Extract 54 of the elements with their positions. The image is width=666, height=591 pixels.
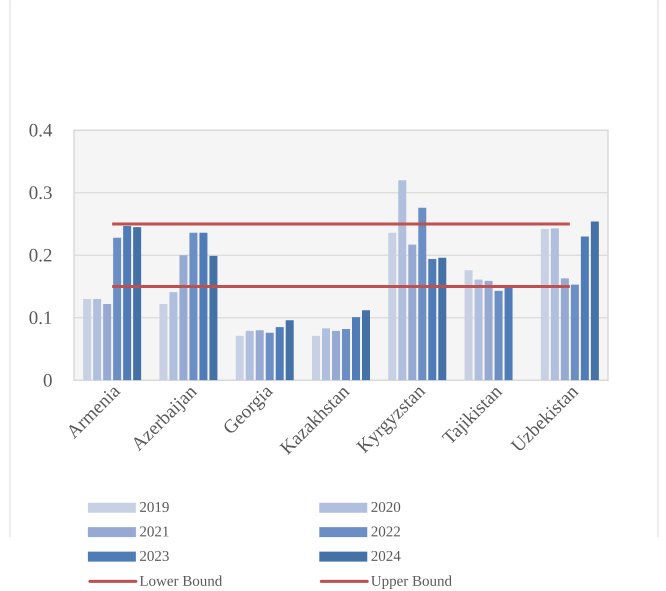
bar [322,328,330,380]
legend-label: 2021 [140,526,168,536]
bar [123,226,132,380]
y-tick-label: 0.2 [29,248,52,262]
bar [83,298,92,380]
bar [286,320,294,380]
y-tick-label: 0.4 [29,124,52,137]
bar [276,326,284,380]
legend-label: Upper Bound [371,575,452,589]
bar [209,256,218,380]
bar [428,258,436,380]
legend-label: 2023 [140,550,169,561]
bar [352,316,360,380]
bar [159,304,168,380]
bar [332,330,340,380]
bar [438,258,446,380]
bar [169,292,178,380]
y-tick-label: 0.1 [29,311,52,324]
bar [256,330,264,380]
bar [236,336,244,380]
y-tick-label: 0.3 [29,186,52,200]
bar [464,270,473,380]
bar [179,255,188,380]
bar [342,328,350,380]
legend-label: 2020 [371,502,400,512]
bar [560,278,569,380]
bar [266,332,274,380]
bar [103,304,112,380]
bar [246,330,254,380]
bar [570,284,579,380]
bar [418,208,426,380]
legend-label: 2019 [140,502,169,512]
y-tick-label: 0 [44,374,52,387]
bar [494,290,503,380]
bar [504,286,513,380]
bar [580,236,589,380]
bar [474,279,483,380]
bar [388,232,396,380]
bar [540,228,549,380]
bar [550,228,559,380]
bar [312,336,320,380]
legend-label: 2022 [371,526,400,536]
bar [199,232,208,380]
bar [189,232,198,380]
legend-label: 2024 [371,550,401,561]
bar [408,244,416,380]
bar [484,280,493,380]
bar [590,221,599,380]
bar [93,298,102,380]
bar [113,238,122,380]
bar [398,180,406,380]
bar [362,310,370,380]
bar [133,226,142,380]
legend-label: Lower Bound [140,575,222,586]
